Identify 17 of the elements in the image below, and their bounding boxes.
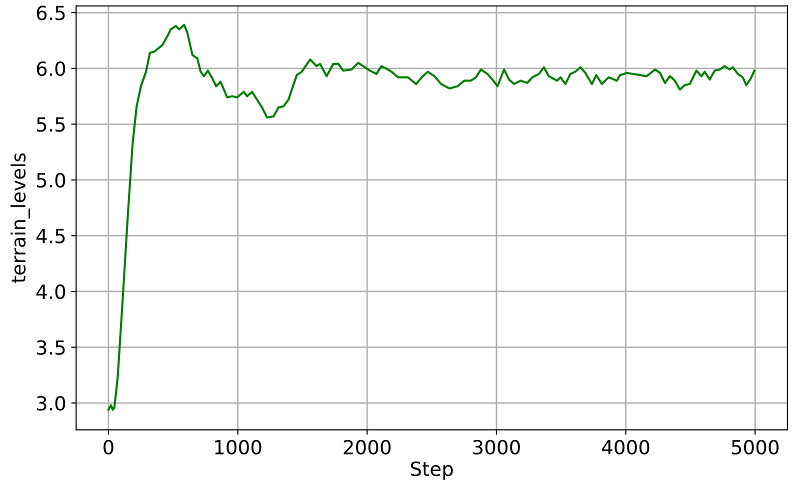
- y-tick-label: 5.5: [36, 117, 65, 132]
- x-tick-label: 2000: [344, 440, 391, 455]
- line-series: [107, 24, 756, 411]
- y-tick-label: 5.0: [36, 172, 66, 188]
- x-tick-label: 3000: [473, 440, 520, 455]
- y-axis-title: terrain_levels: [10, 153, 30, 283]
- x-tick-label: 1000: [215, 440, 262, 455]
- x-tick-label: 0: [104, 440, 114, 455]
- y-tick-label: 4.0: [36, 284, 66, 300]
- y-tick-label: 6.0: [36, 61, 66, 76]
- x-tick-label: 5000: [732, 440, 779, 455]
- y-tick-label: 3.0: [36, 396, 66, 411]
- y-tick-label: 6.5: [36, 6, 65, 20]
- x-axis-title: Step: [410, 461, 453, 480]
- x-tick-label: 4000: [602, 440, 650, 455]
- y-tick-label: 4.5: [36, 228, 65, 244]
- y-tick-label: 3.5: [36, 340, 65, 355]
